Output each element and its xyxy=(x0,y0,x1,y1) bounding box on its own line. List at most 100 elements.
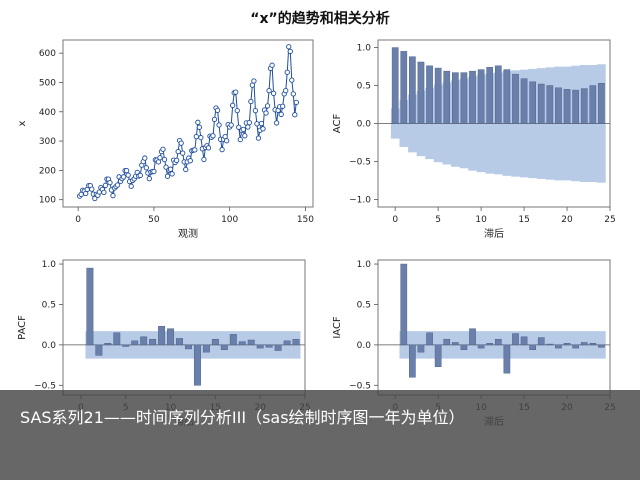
series-y-tick-label: 600 xyxy=(39,49,56,59)
series-point xyxy=(254,121,260,127)
iacf-bar xyxy=(580,342,588,346)
acf-bar xyxy=(563,89,571,124)
series-x-tick-label: 150 xyxy=(297,215,314,225)
acf-bar xyxy=(477,69,485,124)
pacf-bar xyxy=(274,344,282,351)
pacf-bar xyxy=(86,267,94,346)
acf-bar xyxy=(520,78,528,124)
acf-bar xyxy=(503,69,511,124)
iacf-bar xyxy=(537,337,545,346)
acf-bar xyxy=(434,67,442,124)
acf-bar xyxy=(598,83,605,124)
series-point xyxy=(169,171,175,177)
series-point xyxy=(161,156,168,163)
iacf-bar xyxy=(555,344,562,349)
series-point xyxy=(251,78,257,84)
pacf-y-tick-label: −0.5 xyxy=(34,381,56,391)
series-point xyxy=(178,140,184,146)
series-point xyxy=(164,173,171,179)
pacf-bar xyxy=(185,344,192,350)
iacf-y-axis-label: IACF xyxy=(332,316,343,339)
iacf-bar xyxy=(460,344,468,350)
series-point xyxy=(252,107,259,114)
pacf-bar xyxy=(104,343,112,346)
iacf-bar xyxy=(486,343,494,346)
acf-x-tick-label: 15 xyxy=(518,215,529,225)
pacf-y-axis-label: PACF xyxy=(17,315,28,340)
iacf-y-tick-label: 1.0 xyxy=(357,260,372,270)
series-point xyxy=(230,102,236,108)
acf-bar xyxy=(443,70,451,124)
acf-bar xyxy=(426,65,433,124)
pacf-bar xyxy=(202,344,210,353)
acf-x-tick-label: 25 xyxy=(604,215,615,225)
iacf-bar xyxy=(572,344,579,349)
pacf-bar xyxy=(113,332,121,346)
series-point xyxy=(101,189,107,196)
series-point xyxy=(258,120,265,127)
pacf-bar xyxy=(131,340,139,346)
acf-bar xyxy=(486,67,494,124)
series-point xyxy=(137,172,143,179)
series-point xyxy=(210,133,216,139)
pacf-bar xyxy=(238,341,246,346)
pacf-bar xyxy=(292,338,300,346)
pacf-bar xyxy=(211,338,219,346)
series-point xyxy=(287,48,293,55)
series-point xyxy=(102,182,109,188)
acf-bar xyxy=(537,83,545,124)
acf-bar xyxy=(529,81,537,124)
series-point xyxy=(187,158,193,164)
pacf-bar xyxy=(283,340,291,346)
acf-bar xyxy=(460,72,468,124)
acf-x-tick-label: 20 xyxy=(561,215,573,225)
series-y-tick-label: 200 xyxy=(39,166,56,176)
iacf-y-tick-label: −0.5 xyxy=(349,381,371,391)
series-point xyxy=(290,91,296,97)
acf-bar xyxy=(555,87,562,124)
pacf-bar xyxy=(158,326,166,346)
acf-bar xyxy=(512,73,519,124)
pacf-bar xyxy=(220,344,228,350)
iacf-bar xyxy=(563,343,571,346)
series-x-tick-label: 50 xyxy=(148,215,160,225)
series-x-tick-label: 0 xyxy=(75,215,81,225)
series-point xyxy=(266,88,272,94)
pacf-bar xyxy=(167,328,175,346)
series-point xyxy=(278,111,284,118)
iacf-bar xyxy=(451,342,459,346)
iacf-bar xyxy=(512,333,519,346)
series-point xyxy=(107,180,113,186)
series-y-axis-label: x xyxy=(17,120,28,126)
series-point xyxy=(286,44,292,50)
series-point xyxy=(264,103,271,109)
iacf-bar xyxy=(529,344,537,350)
iacf-bar xyxy=(503,344,511,374)
iacf-bar xyxy=(477,344,485,349)
acf-y-tick-label: 0.5 xyxy=(357,82,371,92)
series-point xyxy=(228,122,234,128)
acf-x-tick-label: 5 xyxy=(435,215,441,225)
series-point xyxy=(128,183,134,189)
series-point xyxy=(236,124,242,130)
series-point xyxy=(146,175,153,182)
series-point xyxy=(273,120,280,126)
series-point xyxy=(142,155,148,161)
series-point xyxy=(289,77,295,83)
series-y-tick-label: 100 xyxy=(39,196,56,206)
series-point xyxy=(240,126,246,133)
acf-y-axis-label: ACF xyxy=(332,114,343,134)
acf-y-tick-label: 0.0 xyxy=(357,120,372,130)
iacf-bar xyxy=(520,336,528,346)
pacf-bar xyxy=(149,338,157,346)
series-point xyxy=(292,112,298,118)
series-point xyxy=(123,168,130,174)
iacf-bar xyxy=(469,328,476,346)
series-point xyxy=(198,134,204,141)
iacf-bar xyxy=(589,343,597,346)
series-point xyxy=(211,116,218,123)
series-point xyxy=(219,146,225,153)
series-point xyxy=(237,136,243,143)
acf-x-tick-label: 10 xyxy=(475,215,487,225)
